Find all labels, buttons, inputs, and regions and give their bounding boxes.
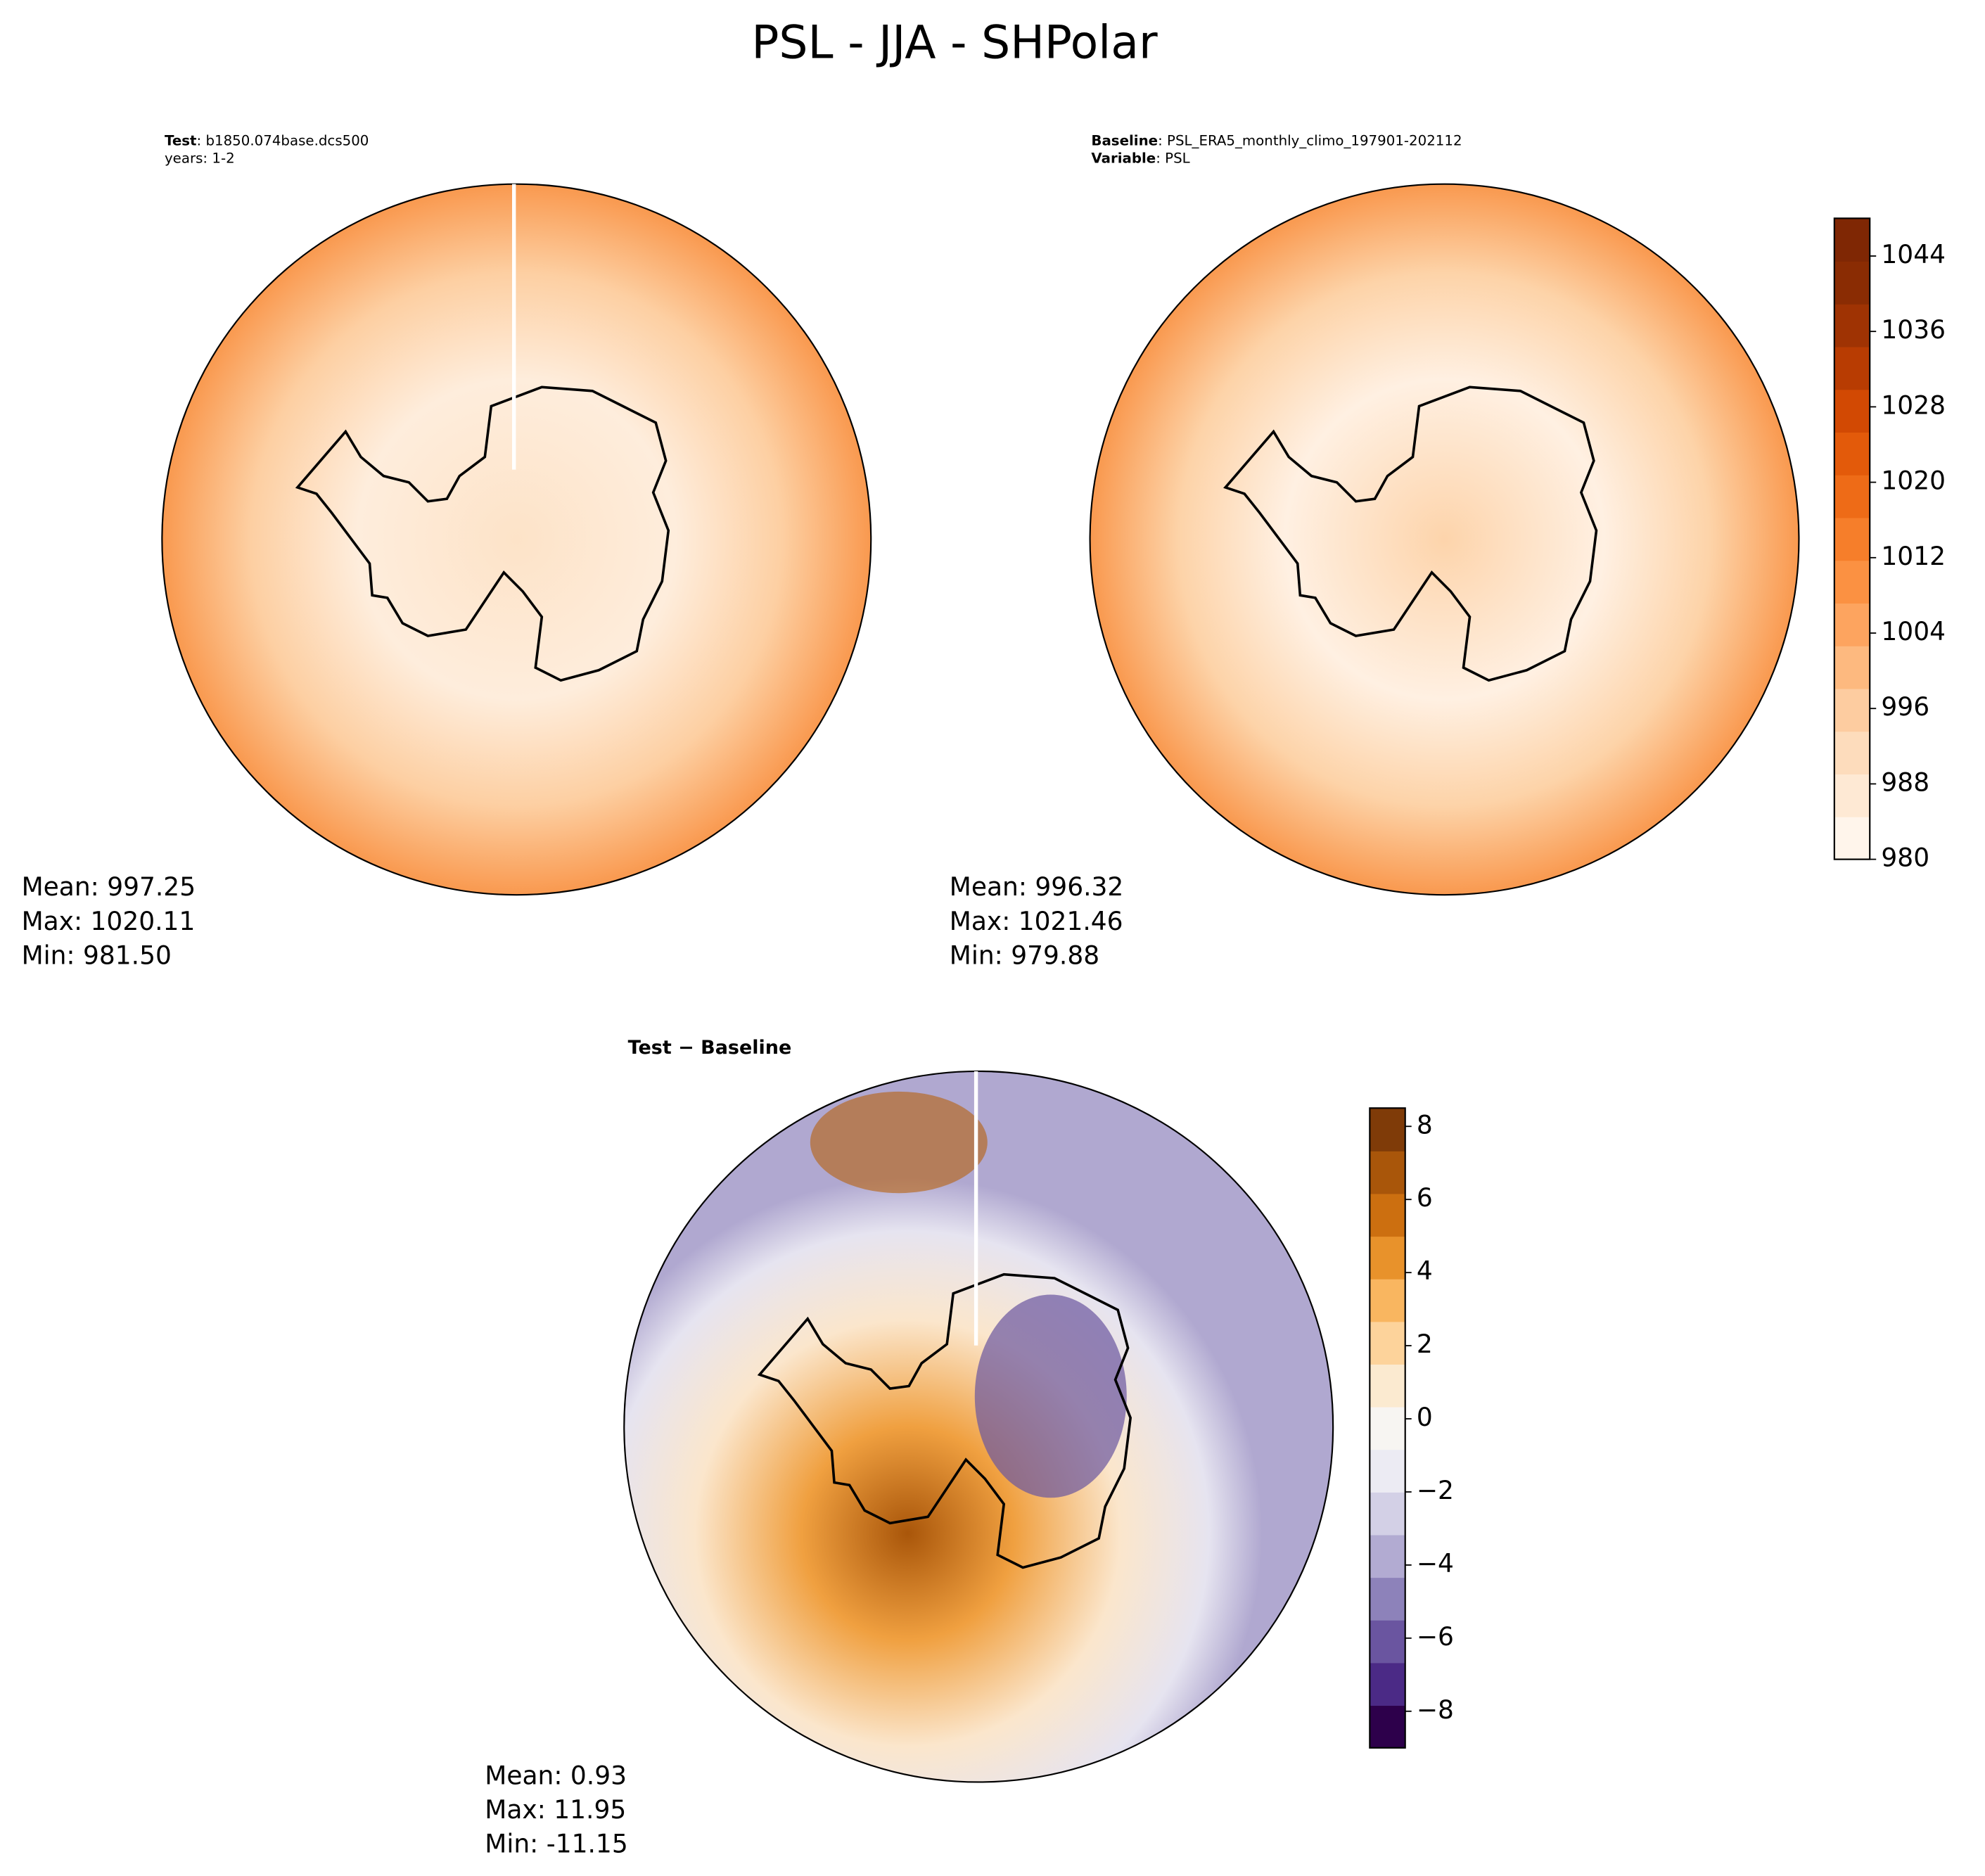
colorbar-segment	[1834, 560, 1870, 604]
annotation: Baseline: PSL_ERA5_monthly_climo_197901-…	[1091, 132, 1462, 148]
colorbar-segment	[1370, 1406, 1405, 1450]
colorbar-segment	[1834, 603, 1870, 646]
colorbar-segment	[1370, 1705, 1405, 1749]
colorbar-segment	[1370, 1577, 1405, 1621]
colorbar-segment	[1834, 261, 1870, 305]
annotation-text: : PSL_ERA5_monthly_climo_197901-202112	[1158, 132, 1462, 148]
colorbar-tick-label: 8	[1417, 1111, 1433, 1140]
panel-title: Test − Baseline	[628, 1037, 792, 1059]
map-diff	[623, 1070, 1334, 1783]
annotation: Variable: PSL	[1091, 150, 1189, 166]
colorbar-tick-label: 1012	[1881, 542, 1946, 571]
colorbar-segment	[1370, 1662, 1405, 1706]
colorbar-segment	[1370, 1278, 1405, 1322]
colorbar-segment	[1370, 1108, 1405, 1151]
colorbar-segment	[1370, 1491, 1405, 1536]
colorbar-segment	[1370, 1236, 1405, 1280]
colorbar-tick-label: 1004	[1881, 618, 1946, 646]
colorbar-segment	[1834, 218, 1870, 262]
annotation: years: 1-2	[165, 150, 235, 166]
colorbar-tick-label: 1020	[1881, 467, 1946, 496]
annotation-text: : PSL	[1156, 150, 1189, 166]
stat: Min: 979.88	[950, 942, 1099, 971]
stat: Mean: 997.25	[22, 873, 196, 902]
map-test	[161, 183, 872, 896]
colorbar-tick-label: −2	[1417, 1476, 1454, 1505]
stat: Mean: 996.32	[950, 873, 1124, 902]
stat: Max: 1021.46	[950, 907, 1123, 936]
colorbar-segment	[1370, 1321, 1405, 1365]
map-disc	[161, 183, 872, 896]
colorbar-segment	[1370, 1619, 1405, 1664]
colorbar-tick-label: 980	[1881, 844, 1929, 873]
annotation: Test: b1850.074base.dcs500	[165, 132, 369, 148]
colorbar-segment	[1834, 645, 1870, 689]
stat: Min: 981.50	[22, 942, 172, 971]
map-baseline	[1089, 183, 1800, 896]
colorbar-frame	[1833, 217, 1871, 860]
annotation-label: Test	[165, 132, 197, 148]
colorbar-tick-label: −8	[1417, 1696, 1454, 1725]
map-disc	[1089, 183, 1800, 896]
colorbar-segment	[1370, 1364, 1405, 1408]
colorbar-tick-label: 1036	[1881, 316, 1946, 345]
colorbar-segment	[1834, 303, 1870, 347]
colorbar-frame	[1369, 1107, 1406, 1749]
stat: Max: 1020.11	[22, 907, 196, 936]
colorbar-segment	[1370, 1193, 1405, 1237]
annotation-label: Baseline	[1091, 132, 1158, 148]
colorbar-tick-label: −4	[1417, 1550, 1454, 1578]
colorbar-segment	[1834, 474, 1870, 518]
colorbar-segment	[1834, 816, 1870, 860]
annotation-text: : b1850.074base.dcs500	[197, 132, 369, 148]
colorbar-tick-label: 2	[1417, 1330, 1433, 1359]
annotation-label: Variable	[1091, 150, 1156, 166]
colorbar-segment	[1834, 731, 1870, 775]
colorbar-segment	[1370, 1534, 1405, 1578]
colorbar-segment	[1370, 1449, 1405, 1493]
stat: Mean: 0.93	[485, 1761, 627, 1790]
colorbar-segment	[1834, 774, 1870, 817]
stat: Max: 11.95	[485, 1796, 626, 1825]
colorbar-segment	[1834, 346, 1870, 390]
colorbar-tick-label: 996	[1881, 693, 1929, 722]
colorbar-tick-label: 988	[1881, 768, 1929, 797]
field-feature	[974, 1294, 1127, 1498]
colorbar-tick-label: 4	[1417, 1257, 1433, 1286]
colorbar-tick-label: 1028	[1881, 391, 1946, 420]
colorbar-tick-label: 0	[1417, 1403, 1433, 1432]
field-feature	[810, 1091, 988, 1194]
figure-title: PSL - JJA - SHPolar	[751, 16, 1158, 69]
annotation-text: years: 1-2	[165, 150, 235, 166]
colorbar-segment	[1370, 1150, 1405, 1194]
colorbar-tick-label: 1044	[1881, 241, 1946, 269]
colorbar-segment	[1834, 432, 1870, 476]
colorbar-segment	[1834, 688, 1870, 732]
colorbar-segment	[1834, 517, 1870, 561]
colorbar-tick-label: 6	[1417, 1184, 1433, 1213]
stat: Min: -11.15	[485, 1830, 627, 1859]
colorbar-tick-label: −6	[1417, 1623, 1454, 1652]
colorbar-segment	[1834, 389, 1870, 433]
